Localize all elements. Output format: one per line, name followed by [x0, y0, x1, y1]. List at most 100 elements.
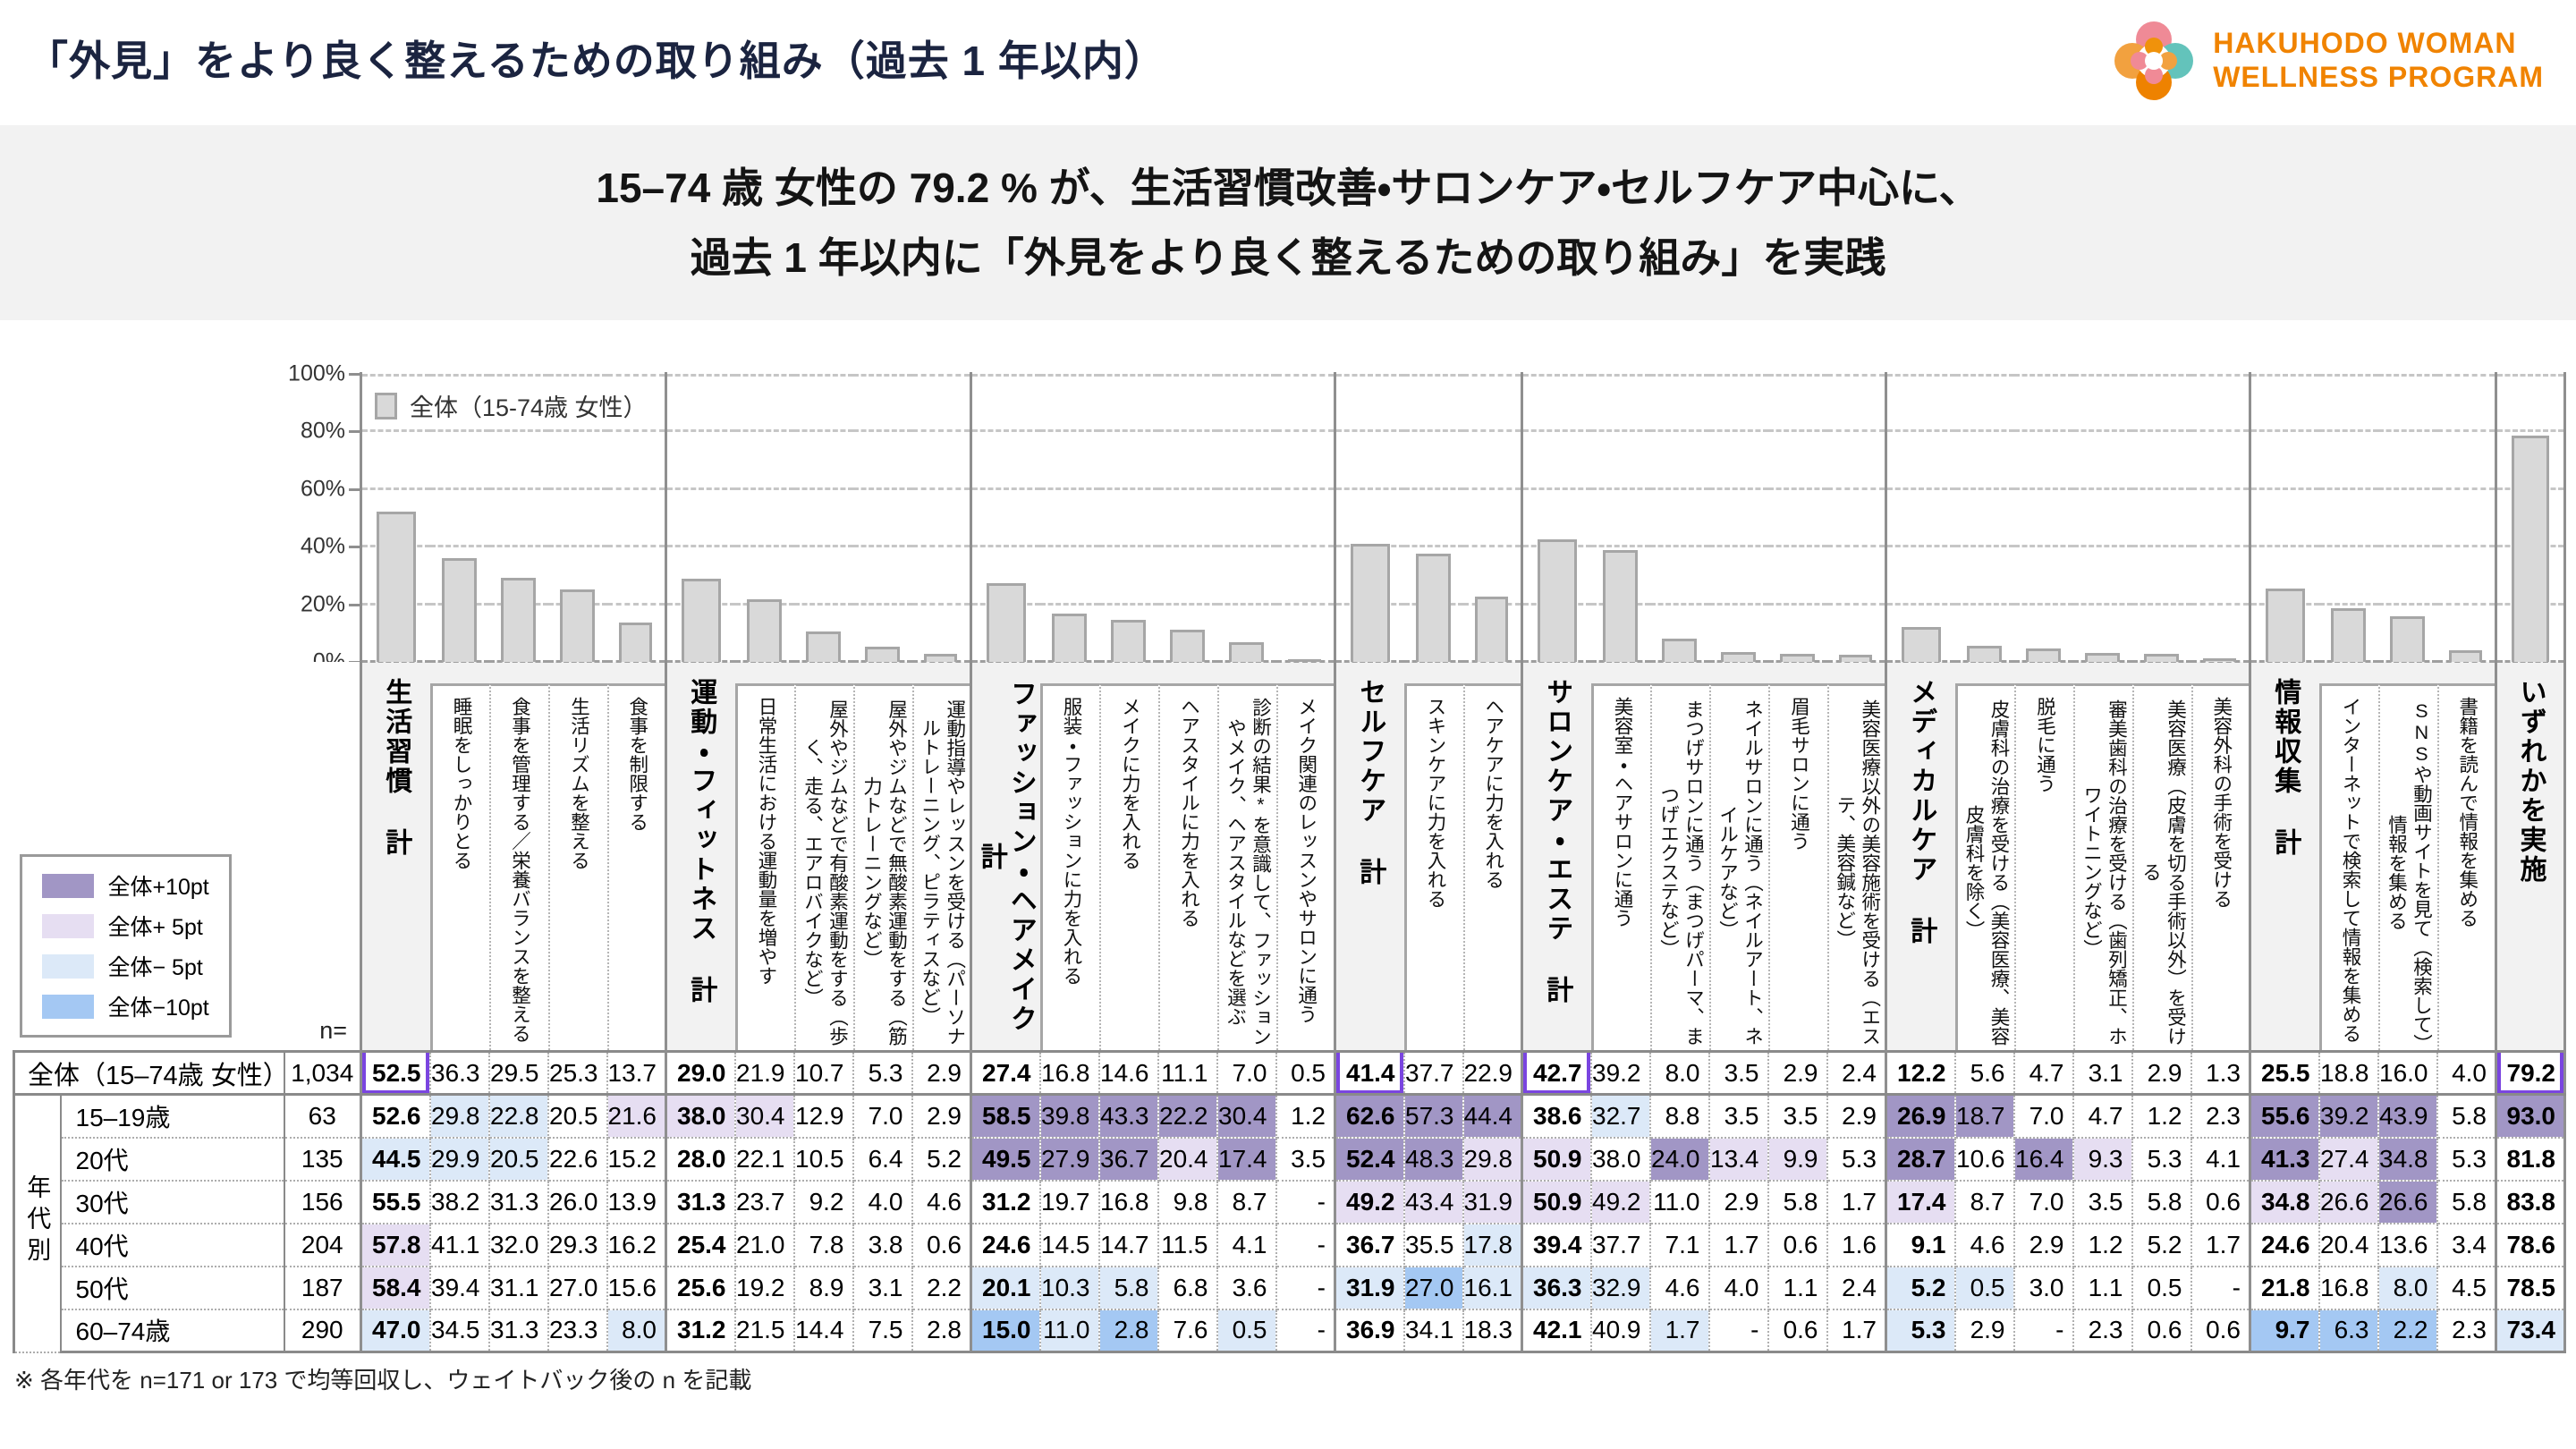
value-cell: 0.5	[1216, 1309, 1277, 1353]
item-label-cell: ヘアケアに力を入れる	[1462, 662, 1522, 1052]
value-cell: 2.3	[2072, 1309, 2133, 1353]
row-label-age: 40代	[60, 1223, 285, 1267]
bar	[1721, 651, 1756, 662]
row-label-age: 30代	[60, 1180, 285, 1224]
gridline	[1275, 545, 1334, 548]
gridline	[1157, 545, 1217, 548]
age-axis-label: 年代別	[13, 1094, 62, 1353]
key-finding-banner: 15–74 歳 女性の 79.2 % が、生活習慣改善・サロンケア・セルフケア中…	[0, 125, 2576, 320]
y-tick-label: 20%	[300, 591, 345, 617]
value-cell: 31.3	[488, 1309, 549, 1353]
gridline	[2251, 545, 2319, 548]
gridline	[1098, 602, 1158, 606]
gridline	[2436, 429, 2495, 433]
item-label-box: 睡眠をしっかりとる	[429, 683, 489, 1050]
value-cell: 2.9	[911, 1050, 972, 1096]
gridline	[2251, 487, 2319, 490]
item-label-cell: ネイルサロンに通う（ネイルアート、ネイルケアなど）	[1708, 662, 1768, 1052]
value-cell: 3.4	[2436, 1223, 2497, 1267]
chart-column	[1403, 372, 1463, 663]
gridline	[2377, 374, 2437, 377]
item-label-cell: まつげサロンに通う（まつげパーマ、まつげエクステなど）	[1649, 662, 1709, 1052]
item-label-cell: 睡眠をしっかりとる	[429, 662, 489, 1052]
bar	[924, 653, 958, 662]
gridline	[547, 374, 607, 377]
gridline	[793, 374, 853, 377]
item-label: 生活リズムを整える	[568, 697, 590, 870]
gridline	[734, 487, 794, 490]
value-cell: 2.2	[2377, 1309, 2438, 1353]
bar	[747, 598, 782, 662]
item-label: 屋外やジムなどで無酸素運動をする（筋力トレーニングなど）	[860, 699, 908, 1046]
chart-legend-label: 全体（15-74歳 女性）	[410, 394, 648, 421]
value-cell: 8.0	[1649, 1050, 1710, 1096]
gridline	[547, 429, 607, 433]
gridline	[1649, 429, 1709, 433]
value-cell: 9.8	[1157, 1180, 1218, 1224]
gridline	[2377, 602, 2437, 606]
chart-column	[970, 372, 1040, 663]
item-label-box: 眉毛サロンに通う	[1767, 683, 1827, 1050]
gridline	[2377, 487, 2437, 490]
value-cell: 7.0	[2013, 1094, 2074, 1139]
gridline	[734, 374, 794, 377]
value-cell: 2.4	[1826, 1050, 1887, 1096]
value-cell: 9.9	[1767, 1137, 1828, 1182]
gridline	[1157, 429, 1217, 433]
value-cell: 15.6	[606, 1266, 667, 1310]
value-cell: 34.5	[429, 1309, 490, 1353]
item-label-cell: 美容医療以外の美容施術を受ける（エステ、美容鍼など）	[1826, 662, 1886, 1052]
gridline	[2318, 602, 2378, 606]
plot-area	[429, 374, 489, 663]
gridline	[1826, 602, 1885, 606]
value-cell: 13.7	[606, 1050, 667, 1096]
plot-area	[734, 374, 794, 663]
gridline	[1887, 545, 1955, 548]
gridline	[606, 487, 665, 490]
gridline	[1157, 374, 1217, 377]
value-cell: 21.6	[606, 1094, 667, 1139]
row-label-age: 15–19歳	[60, 1094, 285, 1139]
bar	[1475, 596, 1509, 662]
item-label: 日常生活における運動量を増やす	[755, 697, 777, 986]
value-cell: 32.7	[1590, 1094, 1651, 1139]
item-label-box: 書籍を読んで情報を集める	[2436, 683, 2495, 1050]
item-label-box: 食事を管理する／栄養バランスを整える	[488, 683, 548, 1050]
plot-area	[972, 374, 1040, 663]
item-label: 皮膚科の治療を受ける（美容医療、美容皮膚科を除く）	[1963, 699, 2010, 1046]
value-cell: 16.0	[2377, 1050, 2438, 1096]
gridline	[1039, 429, 1099, 433]
value-cell: 49.5	[970, 1137, 1041, 1182]
item-label: 美容医療（皮膚を切る手術以外）を受ける	[2140, 699, 2187, 1046]
plot-area	[2318, 374, 2378, 663]
value-cell: 2.9	[1708, 1180, 1769, 1224]
gridline	[547, 487, 607, 490]
bar	[376, 512, 416, 662]
plot-area	[1954, 374, 2014, 663]
item-label: ネイルサロンに通う（ネイルアート、ネイルケアなど）	[1716, 699, 1764, 1046]
gridline	[547, 545, 607, 548]
item-label: 睡眠をしっかりとる	[450, 697, 472, 870]
plot-area	[1523, 374, 1591, 663]
plot-area	[2251, 374, 2319, 663]
item-label: インターネットで検索して情報を集める	[2339, 697, 2361, 1043]
item-label-cell: 服装・ファッションに力を入れる	[1039, 662, 1099, 1052]
value-cell: 5.6	[1954, 1050, 2015, 1096]
gridline	[1039, 487, 1099, 490]
gridline	[2377, 545, 2437, 548]
value-cell: 22.8	[488, 1094, 549, 1139]
chart-column	[1334, 372, 1404, 663]
item-label-cell: SNSや動画サイトを見て（検索して）情報を集める	[2377, 662, 2437, 1052]
gridline	[362, 429, 430, 433]
gridline	[2072, 374, 2132, 377]
page-title: 「外見」をより良く整えるための取り組み（過去 1 年以内）	[27, 38, 1166, 84]
value-cell: 49.2	[1590, 1180, 1651, 1224]
item-label-cell: 脱毛に通う	[2013, 662, 2073, 1052]
plot-area	[911, 374, 970, 663]
bar	[2331, 607, 2366, 662]
value-cell: 30.4	[1216, 1094, 1277, 1139]
value-cell: 0.6	[1767, 1223, 1828, 1267]
bar	[2026, 648, 2061, 662]
value-cell: 31.9	[1334, 1266, 1405, 1310]
value-cell: 14.7	[1098, 1223, 1159, 1267]
